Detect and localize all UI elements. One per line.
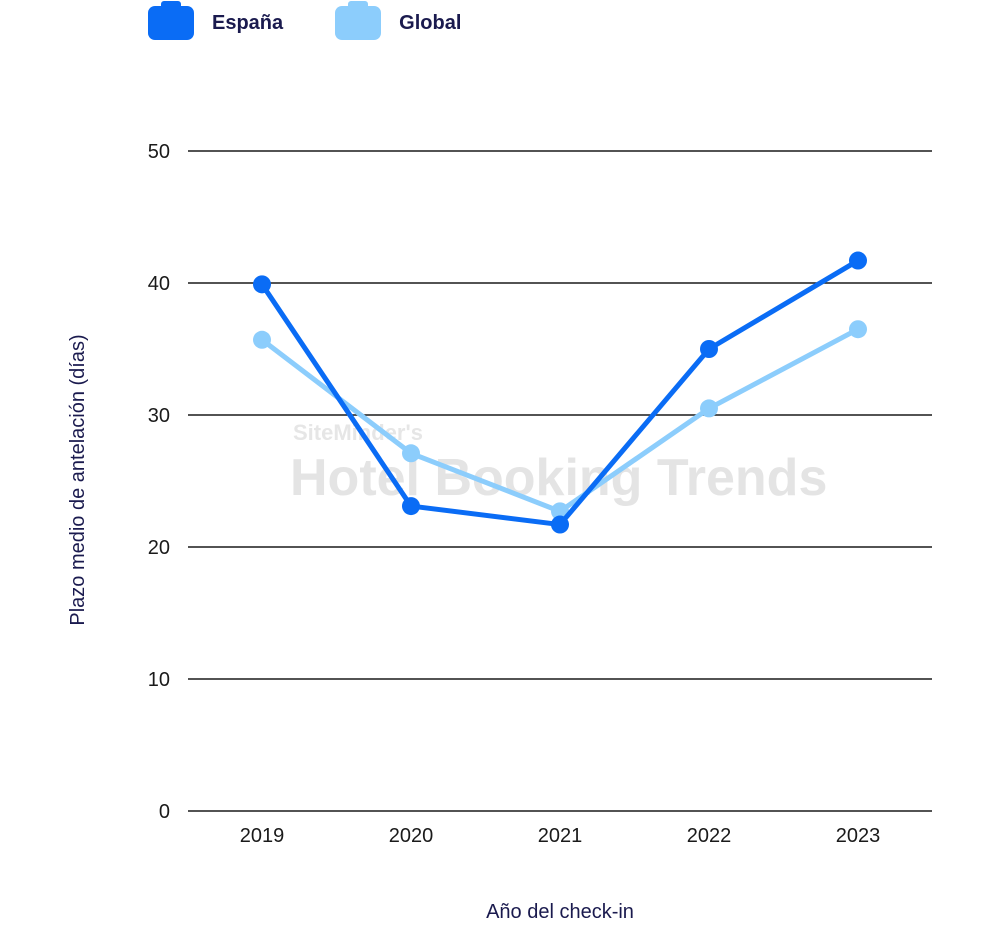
y-tick-label: 50 <box>148 141 170 163</box>
x-tick-label: 2020 <box>389 825 434 847</box>
x-tick-label: 2023 <box>836 825 881 847</box>
watermark: SiteMinder's Hotel Booking Trends <box>290 420 827 507</box>
data-point <box>849 320 867 339</box>
x-axis-title: Año del check-in <box>486 901 634 923</box>
x-tick-label: 2019 <box>240 825 285 847</box>
suitcase-icon <box>148 1 194 40</box>
data-point <box>402 444 420 463</box>
data-point <box>700 399 718 418</box>
legend: España Global <box>148 1 462 40</box>
data-point <box>253 275 271 294</box>
y-axis-title: Plazo medio de antelación (días) <box>67 334 89 625</box>
y-tick-label: 0 <box>159 801 170 823</box>
y-tick-label: 20 <box>148 537 170 559</box>
data-point <box>402 497 420 516</box>
series <box>253 251 867 534</box>
data-point <box>700 340 718 358</box>
y-tick-label: 40 <box>148 273 170 295</box>
y-tick-label: 30 <box>148 405 170 427</box>
legend-label-global: Global <box>399 11 462 34</box>
y-tick-labels: 0 10 20 30 40 50 <box>148 141 170 823</box>
x-tick-label: 2022 <box>687 825 732 847</box>
legend-item-espana[interactable]: España <box>148 1 284 40</box>
grid <box>188 150 932 812</box>
y-tick-label: 10 <box>148 669 170 691</box>
legend-label-espana: España <box>212 11 284 34</box>
data-point <box>849 251 867 270</box>
x-tick-label: 2021 <box>538 825 583 847</box>
data-point <box>551 515 569 534</box>
watermark-line2: Hotel Booking Trends <box>290 449 827 507</box>
data-point <box>253 330 271 349</box>
x-tick-labels: 2019 2020 2021 2022 2023 <box>240 825 881 847</box>
legend-item-global[interactable]: Global <box>335 1 462 40</box>
suitcase-icon <box>335 1 382 40</box>
